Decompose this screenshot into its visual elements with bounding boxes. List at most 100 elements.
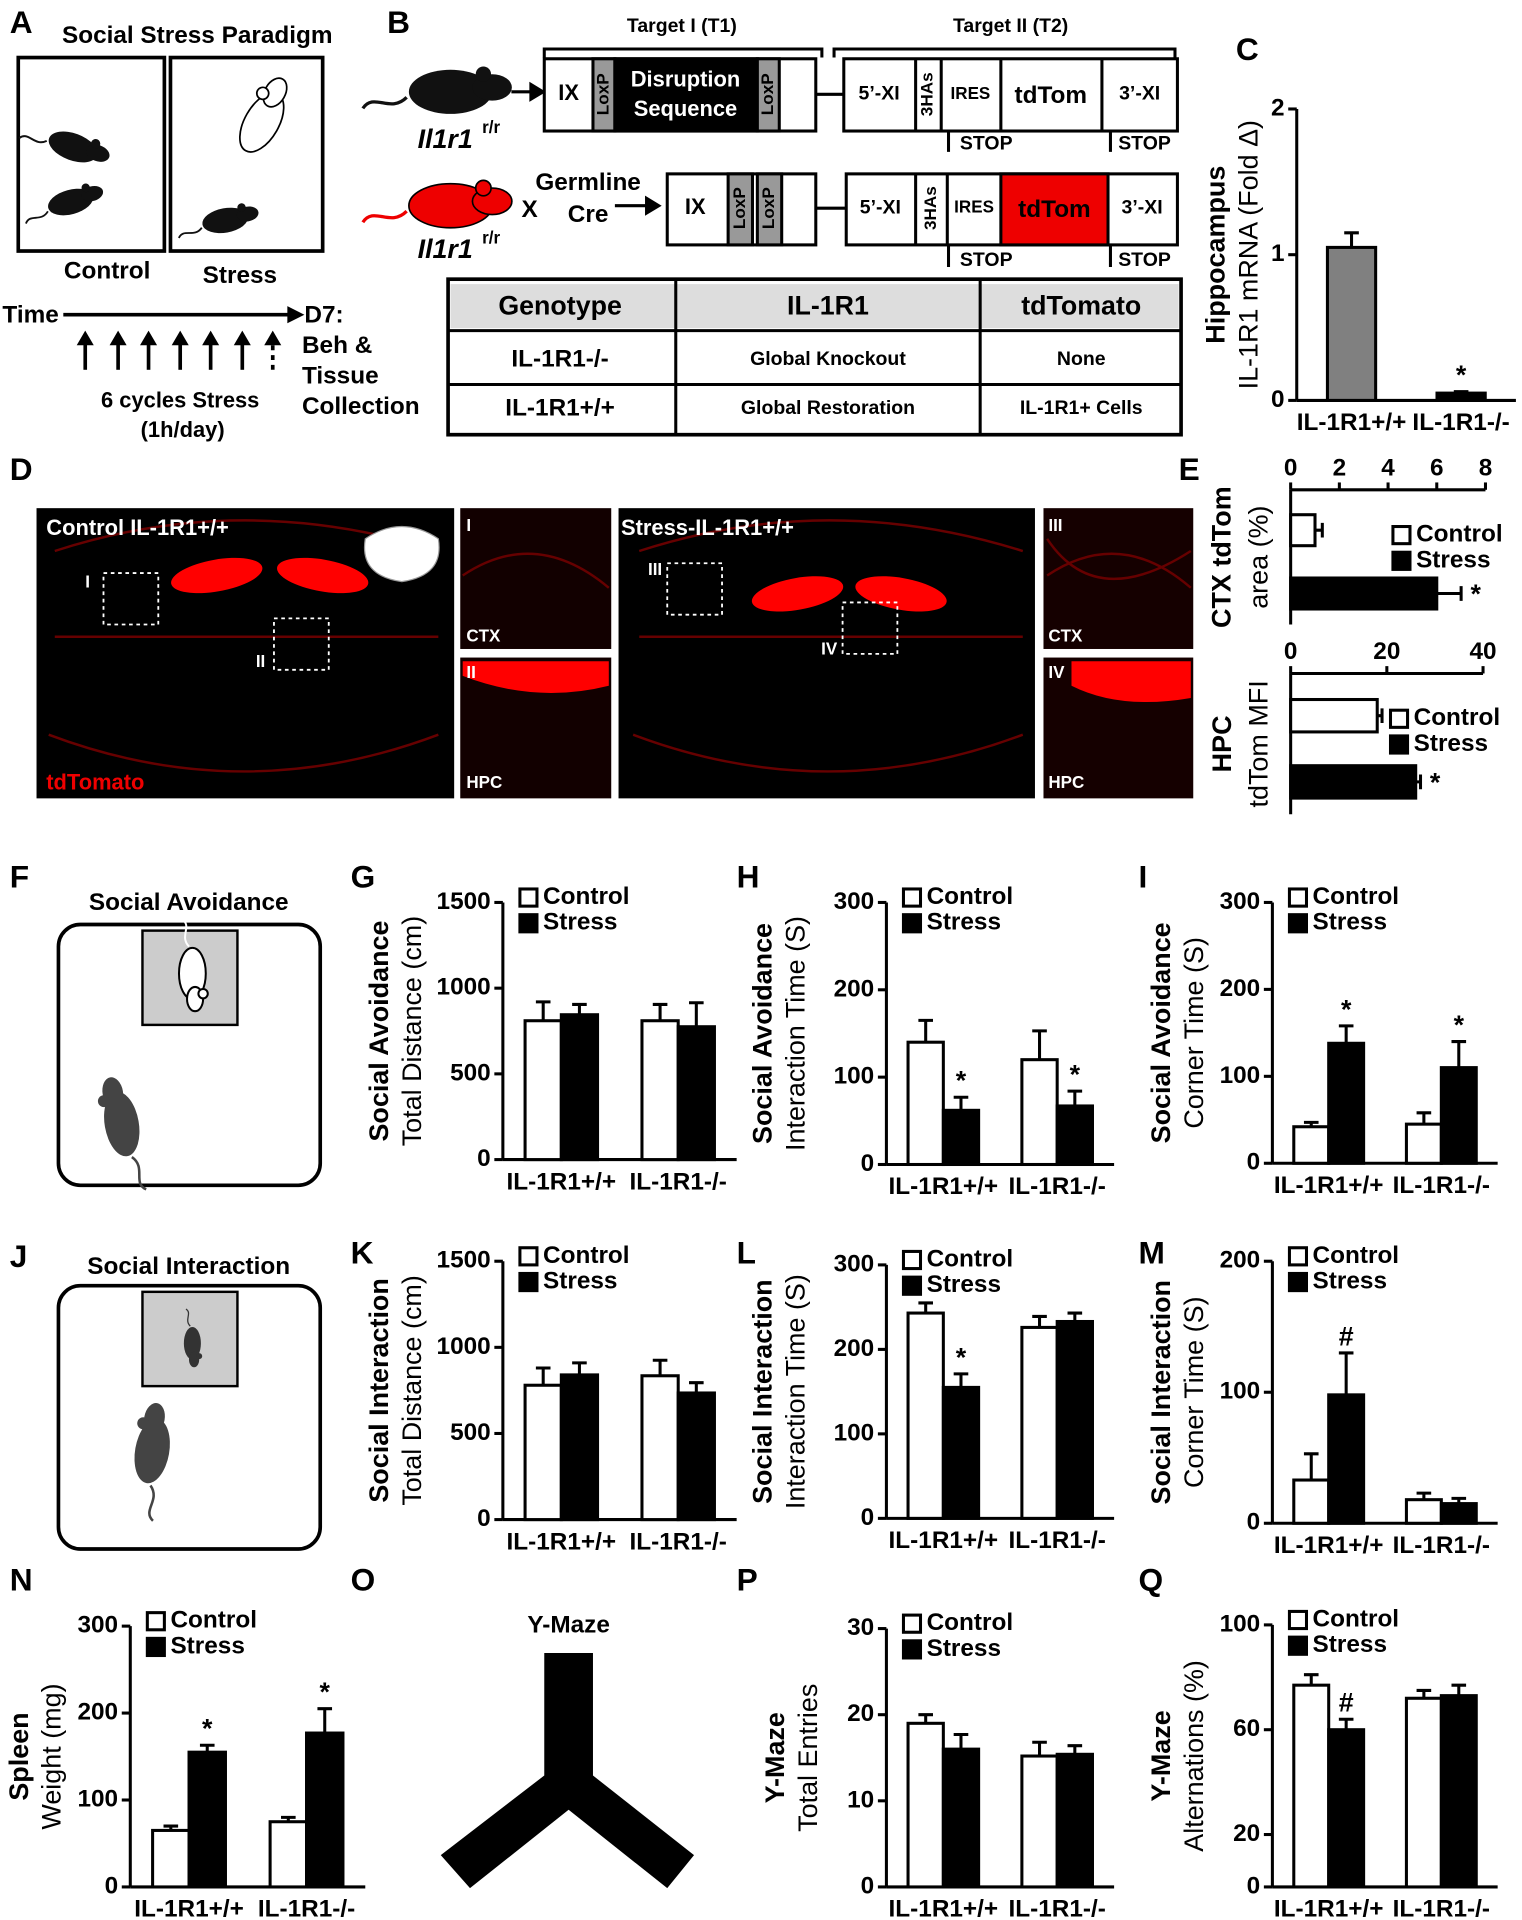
error-bar <box>1451 1683 1467 1696</box>
y-tick-label: 500 <box>450 1419 491 1446</box>
y-tick-label: 200 <box>77 1698 118 1725</box>
error-bar <box>1451 1040 1467 1068</box>
label: 3HAs <box>917 72 936 116</box>
y-tick-label: 300 <box>834 1250 875 1277</box>
bar <box>941 1108 981 1167</box>
label: Social Stress Paradigm <box>62 22 333 49</box>
label: IX <box>685 194 706 219</box>
y-tick-label: 1 <box>1271 240 1285 267</box>
x-tick-label: IL-1R1+/+ <box>507 1528 617 1555</box>
legend-swatch <box>1388 734 1410 755</box>
label: IL-1R1+/+ <box>505 394 615 421</box>
legend-swatch <box>1287 1609 1309 1631</box>
label: Y-Maze <box>527 1612 610 1639</box>
bar <box>1439 1502 1478 1525</box>
legend-swatch <box>901 1639 923 1660</box>
legend-swatch <box>1287 887 1309 908</box>
label: (1h/day) <box>141 417 225 442</box>
annotation: * <box>1456 360 1467 390</box>
bar <box>1327 1728 1366 1889</box>
bar <box>559 1013 600 1162</box>
annotation: * <box>1471 579 1482 609</box>
y-axis-title: Y-Maze <box>1146 1710 1176 1801</box>
bar <box>640 1374 680 1522</box>
label: IV <box>821 640 838 659</box>
error-bar <box>1303 1452 1319 1481</box>
error-bar <box>1436 586 1463 601</box>
label: HPC <box>1048 773 1084 792</box>
panel-d-images <box>36 508 1194 799</box>
legend-label: Control <box>1313 1242 1400 1269</box>
label: LoxP <box>758 73 777 115</box>
annotation: * <box>1070 1059 1081 1089</box>
bar <box>523 1019 563 1162</box>
label: Germline <box>535 169 641 196</box>
legend-label: Control <box>543 883 630 910</box>
y-axis-title: Social Avoidance <box>748 923 778 1144</box>
legend-swatch <box>901 1613 923 1634</box>
error-bar <box>918 1018 933 1043</box>
y-axis-title: Social Interaction <box>1146 1280 1176 1505</box>
y-tick-label: 100 <box>1220 1378 1261 1405</box>
bar <box>906 1721 945 1889</box>
error-bar <box>689 1381 704 1393</box>
label: LoxP <box>759 187 778 229</box>
label: Time <box>2 301 58 328</box>
annotation: * <box>1454 1010 1465 1040</box>
legend-swatch <box>1287 1271 1309 1293</box>
x-tick-label: 0 <box>1284 454 1298 481</box>
label: Target I (T1) <box>627 15 737 37</box>
label: None <box>1057 348 1106 370</box>
label: STOP <box>960 133 1013 155</box>
legend-label: Stress <box>1416 546 1490 573</box>
bar <box>1055 1104 1094 1167</box>
label: Sequence <box>634 96 738 121</box>
label: F <box>10 859 29 895</box>
y-tick-label: 0 <box>477 1505 491 1532</box>
label: B <box>387 4 410 40</box>
label: 5’-XI <box>859 82 900 104</box>
x-tick-label: IL-1R1-/- <box>1009 1527 1106 1554</box>
legend-swatch <box>518 887 539 908</box>
error-bar <box>1032 1740 1047 1757</box>
y-tick-label: 0 <box>861 1150 875 1177</box>
y-tick-label: 60 <box>1233 1715 1260 1742</box>
y-axis-title: Hippocampus <box>1201 166 1231 344</box>
bar <box>1020 1754 1059 1889</box>
label: tdTomato <box>1021 290 1141 320</box>
label: Social Avoidance <box>89 889 289 916</box>
label: I <box>466 516 471 535</box>
label: X <box>522 196 539 223</box>
y-axis-label: Interaction Time (S) <box>781 916 811 1151</box>
label: Cre <box>568 201 609 228</box>
bar <box>1404 1696 1443 1889</box>
y-axis-title: Social Interaction <box>364 1278 394 1503</box>
y-tick-label: 2 <box>1271 94 1285 121</box>
label: LoxP <box>593 73 612 115</box>
annotation: * <box>956 1342 967 1372</box>
y-axis-title: Y-Maze <box>760 1712 790 1803</box>
label: IL-1R1 <box>787 290 869 320</box>
bar <box>1404 1498 1443 1525</box>
x-tick-label: IL-1R1-/- <box>1009 1896 1106 1920</box>
y-tick-label: 100 <box>834 1419 875 1446</box>
y-tick-label: 0 <box>861 1872 875 1899</box>
label: Global Restoration <box>741 397 915 419</box>
label: 3’-XI <box>1119 82 1160 104</box>
legend-label: Control <box>1313 1605 1400 1632</box>
legend-label: Stress <box>927 909 1001 936</box>
x-tick-label: IL-1R1-/- <box>630 1528 727 1555</box>
legend-label: Stress <box>927 1271 1001 1298</box>
label: Control <box>64 257 151 284</box>
panel-label: M <box>1138 1234 1164 1270</box>
error-bar <box>1416 1491 1432 1500</box>
legend-swatch <box>1391 525 1412 546</box>
label: III <box>1048 516 1062 535</box>
panel-label: G <box>351 859 376 895</box>
label: 5’-XI <box>860 196 901 218</box>
error-bar <box>1067 1089 1083 1106</box>
error-bar <box>652 1358 668 1376</box>
panel-label: P <box>737 1561 758 1597</box>
error-bar <box>1067 1744 1083 1755</box>
error-bar <box>953 1372 969 1388</box>
